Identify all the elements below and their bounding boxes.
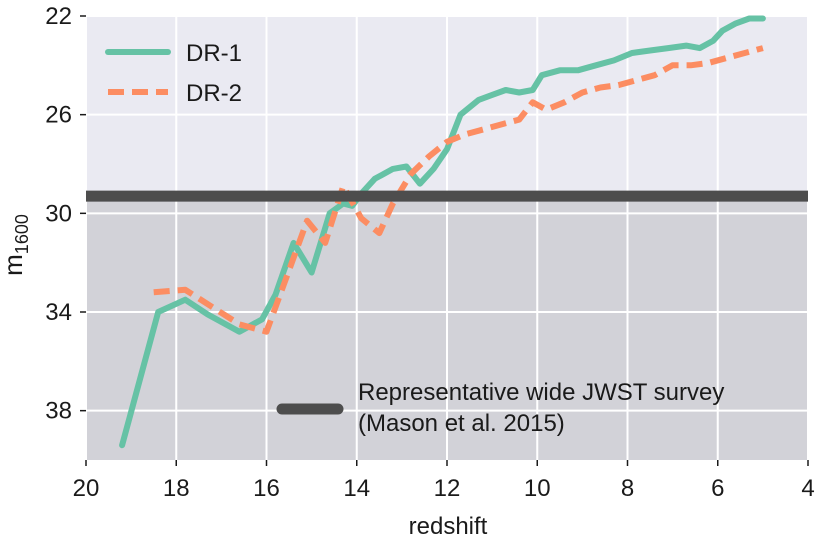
y-tick-label: 22 bbox=[45, 3, 72, 30]
y-tick-label: 38 bbox=[45, 398, 72, 425]
y-tick-label: 30 bbox=[45, 200, 72, 227]
x-tick-label: 4 bbox=[801, 475, 814, 502]
x-tick-label: 20 bbox=[73, 475, 100, 502]
y-axis-label: m1600 bbox=[0, 214, 32, 276]
threshold-group: Representative wide JWST survey (Mason et… bbox=[86, 190, 808, 437]
y-tick-label: 34 bbox=[45, 299, 72, 326]
legend: DR-1 DR-2 bbox=[105, 40, 242, 107]
x-tick-label: 14 bbox=[343, 475, 370, 502]
tick-marks: 20 18 16 14 12 10 8 6 4 22 26 30 34 38 bbox=[45, 3, 814, 502]
y-axis-label-subscript: 1600 bbox=[12, 214, 32, 254]
data-series bbox=[119, 15, 766, 449]
y-axis-label-main: m1600 bbox=[0, 214, 32, 276]
x-tick-label: 10 bbox=[524, 475, 551, 502]
x-tick-label: 18 bbox=[163, 475, 190, 502]
legend-label-dr-1: DR-1 bbox=[186, 40, 242, 67]
x-axis-label: redshift bbox=[409, 513, 488, 540]
series-line-dr-1 bbox=[119, 15, 766, 449]
series-line-dr-2 bbox=[153, 45, 764, 335]
legend-label-dr-2: DR-2 bbox=[186, 80, 242, 107]
x-tick-label: 16 bbox=[253, 475, 280, 502]
x-tick-label: 8 bbox=[621, 475, 634, 502]
threshold-legend-label-line2: (Mason et al. 2015) bbox=[358, 410, 565, 437]
x-tick-label: 12 bbox=[434, 475, 461, 502]
y-tick-label: 26 bbox=[45, 102, 72, 129]
threshold-legend-label-line1: Representative wide JWST survey bbox=[358, 379, 724, 406]
x-tick-label: 6 bbox=[711, 475, 724, 502]
